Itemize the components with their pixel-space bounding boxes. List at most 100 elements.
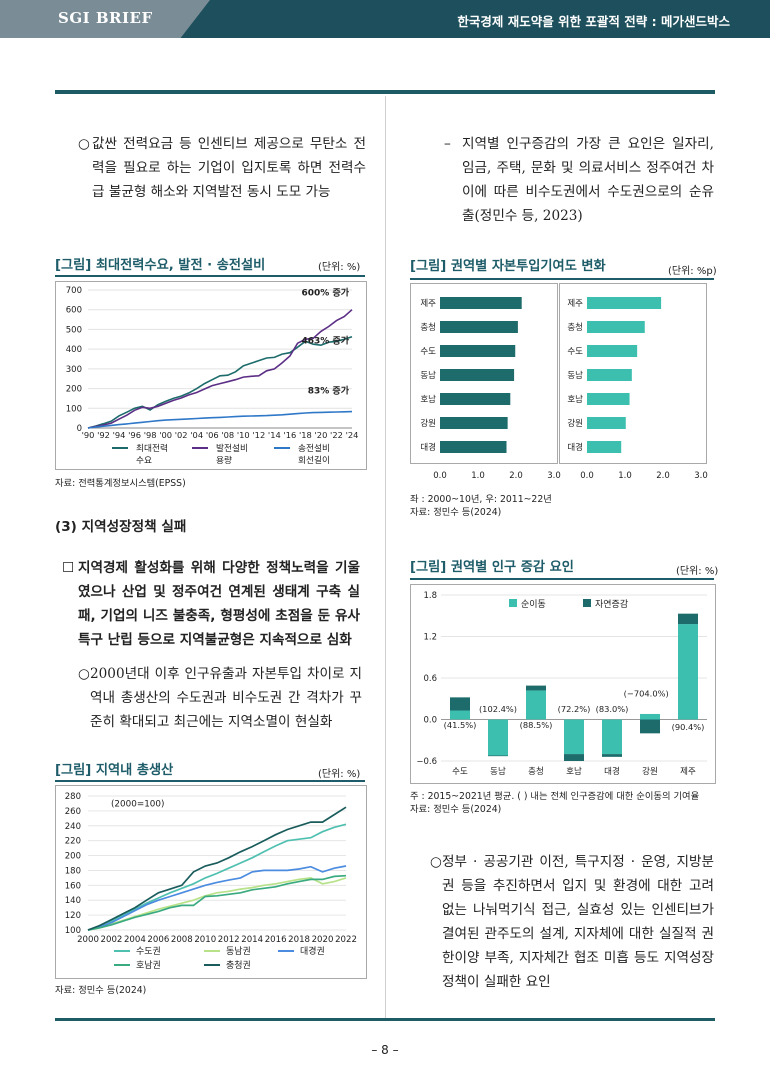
bar [587,297,662,309]
header-brand-block [0,0,210,38]
legend-label: 동남권 [226,945,251,957]
y-tick-label: 200 [65,852,81,862]
chart-annotation: (2000=100) [111,799,164,809]
bar [440,393,511,405]
x-tick-label: '24 [346,430,359,440]
document-title: 한국경제 재도약을 위한 포괄적 전략 : 메가샌드박스 [457,14,730,29]
x-tick-label: 2018 [288,935,310,945]
series-line [87,335,353,429]
figure-title: [그림] 최대전력수요, 발전 · 송전설비 [55,258,266,273]
x-tick-label: 1.0 [618,471,632,481]
chart-power: 0 100 200 300 400 500 600 700 '90'92'94'96'98'00… [55,281,367,470]
bar [440,321,518,333]
panel-frame [559,283,707,464]
x-tick-label: '12 [252,430,265,440]
square-bullet-icon: ☐ [62,560,75,576]
chart-population: 1.8 1.2 0.6 0.0 −0.6 수도 동남 충청 호남 대경 강원 제주 (41.5%) (10… [410,584,716,784]
bar [587,369,632,381]
figure-source: 자료: 정민수 등(2024) [55,985,147,996]
legend-swatch [583,599,591,607]
x-tick-label: '00 [159,430,172,440]
chart-grdp-svg: 100 120 140 160 180 200 220 240 260 280 (2000=100)… [65,792,357,971]
legend-label: 순이동 [521,599,546,610]
category-label: 동남 [567,371,583,381]
source-line: 자료: 정민수 등(2024) [410,804,502,815]
page-number: – 8 – [371,1043,399,1057]
x-tick-label: 2.0 [656,471,670,481]
data-label: (102.4%) [479,704,517,714]
category-label: 호남 [566,767,582,777]
dash-paragraph: – 지역별 인구증감의 가장 큰 요인은 일자리, 임금, 주택, 문화 및 의… [444,132,714,228]
series-line [87,806,347,931]
legend-label: 수도권 [136,945,161,957]
x-tick-label: 2.0 [509,471,523,481]
x-tick-label: 3.0 [547,471,561,481]
figure-underline [55,780,365,782]
bar [440,297,522,309]
figure-underline [410,278,714,280]
x-tick-label: '08 [221,430,234,440]
x-tick-label: '90 [82,430,95,440]
x-tick-label: '22 [330,430,343,440]
x-tick-label: '10 [237,430,250,440]
top-rule [55,90,715,94]
bar-segment [678,613,698,625]
column-divider [385,96,386,1018]
category-label: 강원 [642,766,658,777]
data-label: (41.5%) [444,720,477,730]
brief-label: SGI BRIEF [58,9,153,27]
category-label: 수도 [420,347,436,357]
category-label: 수도 [567,347,583,357]
y-tick-label: 140 [65,896,81,906]
series-line [87,823,347,931]
bar-segment [602,754,622,757]
x-tick-label: 2000 [77,935,99,945]
bullet-text: 2000년대 이후 인구유출과 자본투입 차이로 지역내 총생산의 수도권과 비… [90,666,362,730]
chart-population-svg: 1.8 1.2 0.6 0.0 −0.6 수도 동남 충청 호남 대경 강원 제주 (41.5%)(10… [416,591,707,777]
y-tick-label: 600 [66,306,82,316]
figure-unit: (단위: %) [318,769,361,780]
y-tick-label: 100 [66,404,82,414]
source-line: 자료: 정민수 등(2024) [410,507,502,518]
y-tick-label: 160 [65,881,81,891]
legend-label: 충청권 [226,959,251,971]
x-tick-label: '16 [283,430,296,440]
category-label: 동남 [420,371,436,381]
x-tick-label: 0.0 [433,471,447,481]
series-line [87,309,353,429]
bar-segment [488,719,508,756]
x-tick-label: '02 [175,430,188,440]
y-tick-label: 280 [65,792,81,802]
figure-source: 자료: 전력통계정보시스템(EPSS) [55,478,186,489]
x-tick-label: '98 [144,430,157,440]
legend-label: 회선길이 [298,455,330,466]
y-tick-label: 400 [66,345,82,355]
category-label: 충청 [567,323,583,333]
circle-bullet-icon: ○ [78,666,90,682]
y-tick-label: 100 [65,926,81,936]
x-tick-label: 2002 [101,935,123,945]
bullet-paragraph-2: ○ 2000년대 이후 인구유출과 자본투입 차이로 지역내 총생산의 수도권과… [78,662,362,734]
bar-segment [450,710,470,720]
bar [587,321,645,333]
bar [587,417,626,429]
bullet-paragraph-3: ○ 정부 · 공공기관 이전, 특구지정 · 운영, 지방분권 등을 추진하면서… [430,850,714,994]
y-tick-label: 500 [66,325,82,335]
bar-segment [450,697,470,711]
bullet-text: 정부 · 공공기관 이전, 특구지정 · 운영, 지방분권 등을 추진하면서 입… [442,854,714,990]
x-tick-label: 0.0 [580,471,594,481]
panel-frame [410,283,558,464]
legend-label: 수요 [136,455,152,466]
x-tick-label: '96 [128,430,141,440]
legend-label: 호남권 [136,959,161,971]
annotation-label: 600% 증가 [302,287,350,299]
source-line: 주 : 2015~2021년 평균. ( ) 내는 전체 인구증감에 대한 순이… [410,791,700,802]
category-label: 강원 [567,418,583,429]
section-title: (3) 지역성장정책 실패 [55,519,187,535]
category-label: 호남 [567,395,583,405]
figure-title: [그림] 권역별 자본투입기여도 변화 [410,259,606,274]
data-label: (88.5%) [520,720,553,730]
x-tick-label: 2006 [147,935,169,945]
x-tick-label: 2012 [218,935,240,945]
